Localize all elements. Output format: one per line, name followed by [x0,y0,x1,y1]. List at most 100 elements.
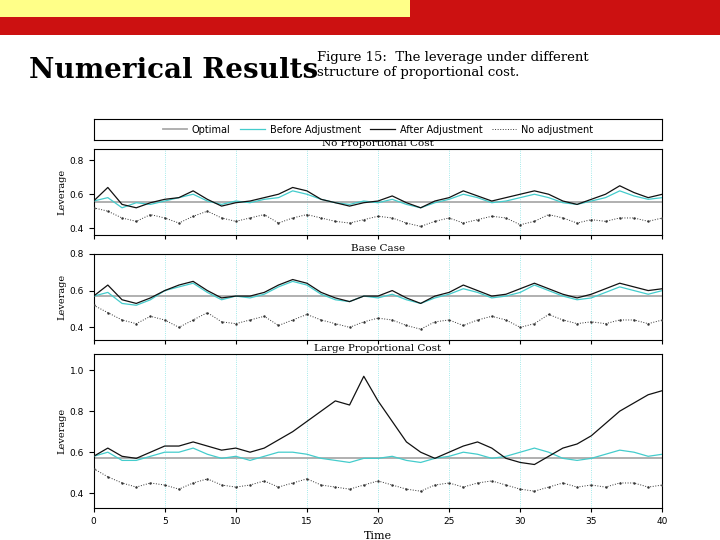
No adjustment [416,326,425,333]
After Adjustment [587,433,595,439]
No adjustment [502,482,510,488]
After Adjustment [416,449,425,455]
Before Adjustment [601,289,610,295]
After Adjustment [487,445,496,451]
No adjustment [388,317,397,323]
No adjustment [331,218,340,225]
No adjustment [317,482,325,488]
No adjustment [161,215,169,221]
Before Adjustment [317,196,325,202]
No adjustment [431,218,439,225]
After Adjustment [374,397,382,404]
Before Adjustment [331,296,340,303]
Before Adjustment [416,300,425,307]
No adjustment [132,320,140,327]
Before Adjustment [572,457,581,464]
Before Adjustment [104,289,112,295]
After Adjustment [232,445,240,451]
No adjustment [459,322,468,329]
After Adjustment [132,300,140,307]
Before Adjustment [359,198,368,204]
After Adjustment [616,280,624,286]
Before Adjustment [146,453,155,460]
Before Adjustment [473,194,482,201]
Before Adjustment [388,291,397,298]
No adjustment [232,484,240,490]
Before Adjustment [516,194,524,201]
After Adjustment [473,193,482,199]
After Adjustment [104,184,112,191]
After Adjustment [487,198,496,204]
Before Adjustment [232,198,240,204]
Line: Before Adjustment: Before Adjustment [94,191,662,208]
No adjustment [260,478,269,484]
Before Adjustment [346,299,354,305]
No adjustment [658,215,667,221]
No adjustment [587,319,595,325]
After Adjustment [175,282,183,288]
No adjustment [89,465,98,472]
No adjustment [502,215,510,221]
After Adjustment [374,293,382,299]
After Adjustment [118,296,127,303]
After Adjustment [189,187,197,194]
After Adjustment [146,295,155,301]
After Adjustment [260,445,269,451]
Before Adjustment [89,453,98,460]
No adjustment [104,309,112,316]
No adjustment [331,484,340,490]
Before Adjustment [587,198,595,204]
Before Adjustment [232,293,240,299]
Before Adjustment [189,445,197,451]
Before Adjustment [416,459,425,465]
After Adjustment [658,286,667,292]
No adjustment [302,211,311,218]
After Adjustment [459,282,468,288]
Before Adjustment [658,194,667,201]
Before Adjustment [118,300,127,307]
No adjustment [487,478,496,484]
Before Adjustment [601,451,610,457]
After Adjustment [445,449,454,455]
After Adjustment [616,183,624,189]
Before Adjustment [217,455,226,462]
After Adjustment [629,190,638,196]
No adjustment [232,218,240,225]
Before Adjustment [232,453,240,460]
Before Adjustment [402,457,410,464]
Text: Numerical Results: Numerical Results [29,57,318,84]
No adjustment [459,484,468,490]
No adjustment [544,211,553,218]
After Adjustment [288,428,297,435]
Optimal [89,293,98,299]
No adjustment [189,480,197,486]
Before Adjustment [274,284,283,290]
After Adjustment [302,418,311,424]
Before Adjustment [487,455,496,462]
Before Adjustment [288,187,297,194]
After Adjustment [217,295,226,301]
Before Adjustment [359,455,368,462]
Y-axis label: Leverage: Leverage [58,408,67,454]
Before Adjustment [118,457,127,464]
Before Adjustment [445,196,454,202]
No adjustment [132,484,140,490]
No adjustment [374,213,382,219]
No adjustment [530,218,539,225]
No adjustment [502,317,510,323]
No adjustment [288,215,297,221]
No adjustment [473,317,482,323]
Before Adjustment [217,296,226,303]
After Adjustment [288,276,297,283]
No adjustment [572,320,581,327]
After Adjustment [601,191,610,198]
Y-axis label: Leverage: Leverage [58,168,67,215]
No adjustment [217,482,226,488]
After Adjustment [246,198,254,204]
No adjustment [544,484,553,490]
Before Adjustment [587,455,595,462]
No adjustment [374,315,382,321]
Before Adjustment [459,191,468,198]
No adjustment [331,320,340,327]
After Adjustment [232,293,240,299]
